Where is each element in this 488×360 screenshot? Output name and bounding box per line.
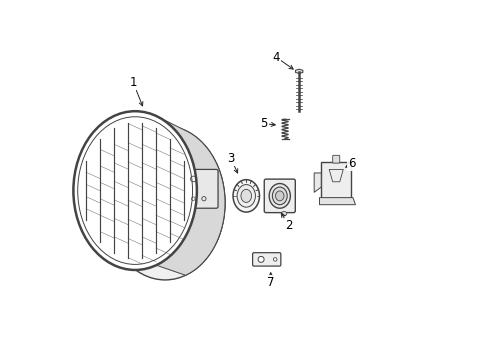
Text: 1: 1 xyxy=(129,76,142,106)
Polygon shape xyxy=(156,116,224,275)
Ellipse shape xyxy=(241,189,251,202)
Text: 3: 3 xyxy=(227,152,237,173)
Text: 7: 7 xyxy=(266,273,274,289)
Polygon shape xyxy=(313,173,321,192)
Ellipse shape xyxy=(281,212,286,216)
Ellipse shape xyxy=(269,184,290,208)
Ellipse shape xyxy=(105,126,224,280)
Polygon shape xyxy=(295,69,302,73)
FancyBboxPatch shape xyxy=(183,170,218,208)
FancyBboxPatch shape xyxy=(332,155,339,163)
Text: 5: 5 xyxy=(260,117,275,130)
Ellipse shape xyxy=(258,256,264,262)
Ellipse shape xyxy=(273,258,276,261)
Polygon shape xyxy=(319,198,355,205)
Ellipse shape xyxy=(237,185,255,207)
Text: 2: 2 xyxy=(281,213,292,232)
Polygon shape xyxy=(188,151,224,242)
Ellipse shape xyxy=(275,191,284,201)
FancyBboxPatch shape xyxy=(264,179,295,213)
FancyBboxPatch shape xyxy=(252,253,280,266)
Text: 6: 6 xyxy=(345,157,355,170)
Ellipse shape xyxy=(73,111,197,270)
FancyBboxPatch shape xyxy=(321,162,350,198)
Ellipse shape xyxy=(233,180,259,212)
Text: 4: 4 xyxy=(272,51,293,69)
Ellipse shape xyxy=(272,187,286,205)
